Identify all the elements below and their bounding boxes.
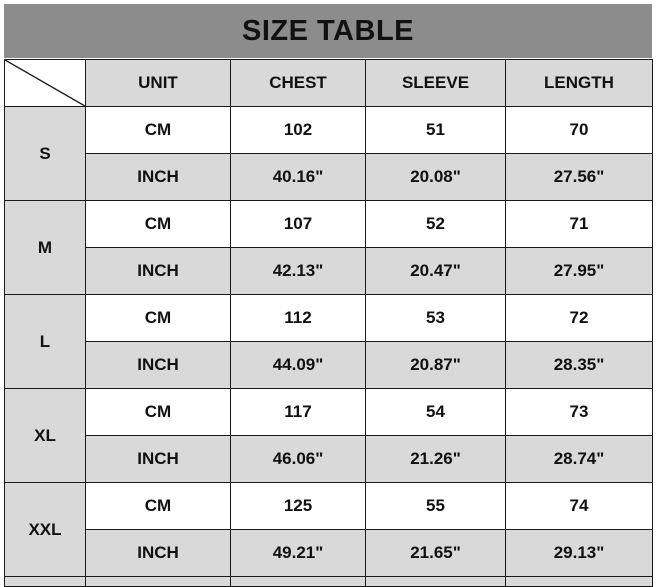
- column-header-unit: UNIT: [85, 59, 231, 107]
- unit-cell: CM: [85, 482, 231, 530]
- chest-cell: 46.06": [230, 435, 366, 483]
- table-row: XXL CM 125 55 74: [4, 482, 653, 577]
- size-label-cell: L: [4, 294, 86, 389]
- unit-cell: INCH: [85, 341, 231, 389]
- length-cell: 27.95": [505, 247, 653, 295]
- title-bar: SIZE TABLE: [4, 4, 652, 58]
- table-row: INCH 49.21" 21.65" 29.13": [5, 529, 653, 577]
- length-cell: 29.13": [505, 529, 653, 577]
- length-cell: 70: [505, 106, 653, 154]
- table-row: INCH 42.13" 20.47" 27.95": [5, 247, 653, 295]
- table-row: M CM 107 52 71: [4, 200, 653, 295]
- unit-cell: CM: [85, 106, 231, 154]
- column-header-chest: CHEST: [230, 59, 366, 107]
- sleeve-cell: 20.87": [365, 341, 506, 389]
- column-header-length: LENGTH: [505, 59, 653, 107]
- table-header: UNIT CHEST SLEEVE LENGTH: [4, 59, 653, 107]
- unit-cell: INCH: [85, 435, 231, 483]
- partial-cell: [4, 576, 86, 587]
- table-row: L CM 112 53 72: [4, 294, 653, 389]
- table-row: INCH 40.16" 20.08" 27.56": [5, 153, 653, 201]
- sleeve-cell: 52: [365, 200, 506, 248]
- length-cell: 74: [505, 482, 653, 530]
- table-row: XL CM 117 54 73: [4, 388, 653, 483]
- length-cell: 28.74": [505, 435, 653, 483]
- length-cell: 73: [505, 388, 653, 436]
- length-cell: 27.56": [505, 153, 653, 201]
- chest-cell: 49.21": [230, 529, 366, 577]
- unit-cell: CM: [85, 294, 231, 342]
- chest-cell: 107: [230, 200, 366, 248]
- sleeve-cell: 53: [365, 294, 506, 342]
- sleeve-cell: 51: [365, 106, 506, 154]
- unit-cell: INCH: [85, 247, 231, 295]
- partial-cell: [230, 576, 366, 587]
- unit-cell: CM: [85, 200, 231, 248]
- size-label-cell: XXL: [4, 482, 86, 577]
- table-body: S CM 102 51 70 INCH 40.16" 20.08" 27.56"…: [4, 106, 653, 587]
- size-label-cell: XL: [4, 388, 86, 483]
- sleeve-cell: 20.08": [365, 153, 506, 201]
- chest-cell: 102: [230, 106, 366, 154]
- length-cell: 28.35": [505, 341, 653, 389]
- chest-cell: 112: [230, 294, 366, 342]
- sleeve-cell: 21.26": [365, 435, 506, 483]
- partial-cell: [505, 576, 653, 587]
- partial-cell: [365, 576, 506, 587]
- table-row: S CM 102 51 70: [4, 106, 653, 201]
- table-row-partial: [4, 576, 653, 587]
- chest-cell: 40.16": [230, 153, 366, 201]
- column-header-sleeve: SLEEVE: [365, 59, 506, 107]
- header-row: UNIT CHEST SLEEVE LENGTH: [4, 59, 653, 107]
- sleeve-cell: 55: [365, 482, 506, 530]
- corner-cell: [4, 59, 86, 107]
- size-label-cell: M: [4, 200, 86, 295]
- unit-cell: INCH: [85, 153, 231, 201]
- chest-cell: 44.09": [230, 341, 366, 389]
- unit-cell: INCH: [85, 529, 231, 577]
- unit-cell: CM: [85, 388, 231, 436]
- diagonal-slash-icon: [5, 60, 85, 106]
- length-cell: 71: [505, 200, 653, 248]
- sleeve-cell: 21.65": [365, 529, 506, 577]
- sleeve-cell: 20.47": [365, 247, 506, 295]
- chest-cell: 125: [230, 482, 366, 530]
- page-title: SIZE TABLE: [241, 14, 415, 47]
- sleeve-cell: 54: [365, 388, 506, 436]
- length-cell: 72: [505, 294, 653, 342]
- table-row: INCH 44.09" 20.87" 28.35": [5, 341, 653, 389]
- chest-cell: 117: [230, 388, 366, 436]
- size-label-cell: S: [4, 106, 86, 201]
- size-chart-table: UNIT CHEST SLEEVE LENGTH S CM 102 51 70 …: [4, 59, 653, 587]
- chest-cell: 42.13": [230, 247, 366, 295]
- partial-cell: [85, 576, 231, 587]
- table-row: INCH 46.06" 21.26" 28.74": [5, 435, 653, 483]
